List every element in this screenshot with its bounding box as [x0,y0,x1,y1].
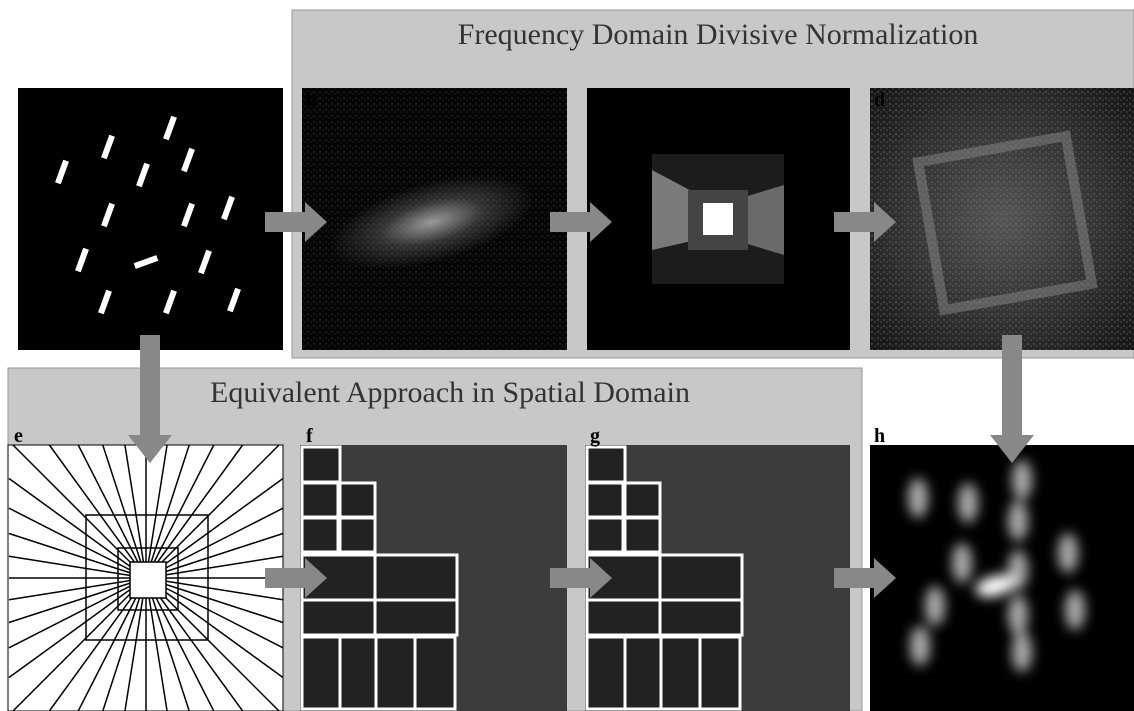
subband [302,637,340,709]
figure: Frequency Domain Divisive Normalization … [0,0,1134,711]
blob [952,543,972,583]
blob [1008,595,1028,635]
subband [340,483,375,517]
blob [1058,533,1078,573]
subband [625,637,661,709]
subband [587,483,623,517]
blob [910,626,930,666]
subband [661,637,700,709]
noise [302,88,567,350]
blob [1012,460,1032,500]
blob [1065,590,1085,630]
panel-label: f [306,425,313,447]
bottom-title: Equivalent Approach in Spatial Domain [210,376,690,409]
panel-label: e [14,425,23,447]
subband [302,447,340,482]
noise [870,88,1134,350]
subband [587,518,623,552]
square [130,562,166,598]
subband [340,518,375,552]
panel-label: h [874,425,885,447]
subband [415,637,455,709]
subband [302,518,338,552]
subband [587,447,625,482]
subband [375,555,457,600]
subband [660,555,742,600]
subband [660,600,742,635]
panel-label: a [24,89,34,111]
blob [1012,632,1032,672]
panel-a-image [18,88,283,350]
blob [1008,501,1028,541]
page: Frequency Domain Divisive Normalization … [0,0,1134,711]
subband [587,637,625,709]
blob [958,483,978,523]
panel-label: g [590,425,600,447]
subband [700,637,740,709]
subband [376,637,415,709]
top-title: Frequency Domain Divisive Normalization [458,18,979,51]
panel-label: d [874,89,885,111]
subband [302,600,375,635]
center [703,203,733,235]
subband [625,483,660,517]
subband [340,637,376,709]
blob [925,586,945,626]
panel-label: b [306,89,317,111]
subband [302,483,338,517]
panel-label: c [590,89,599,111]
blob [908,478,928,518]
subband [587,600,660,635]
subband [375,600,457,635]
subband [625,518,660,552]
